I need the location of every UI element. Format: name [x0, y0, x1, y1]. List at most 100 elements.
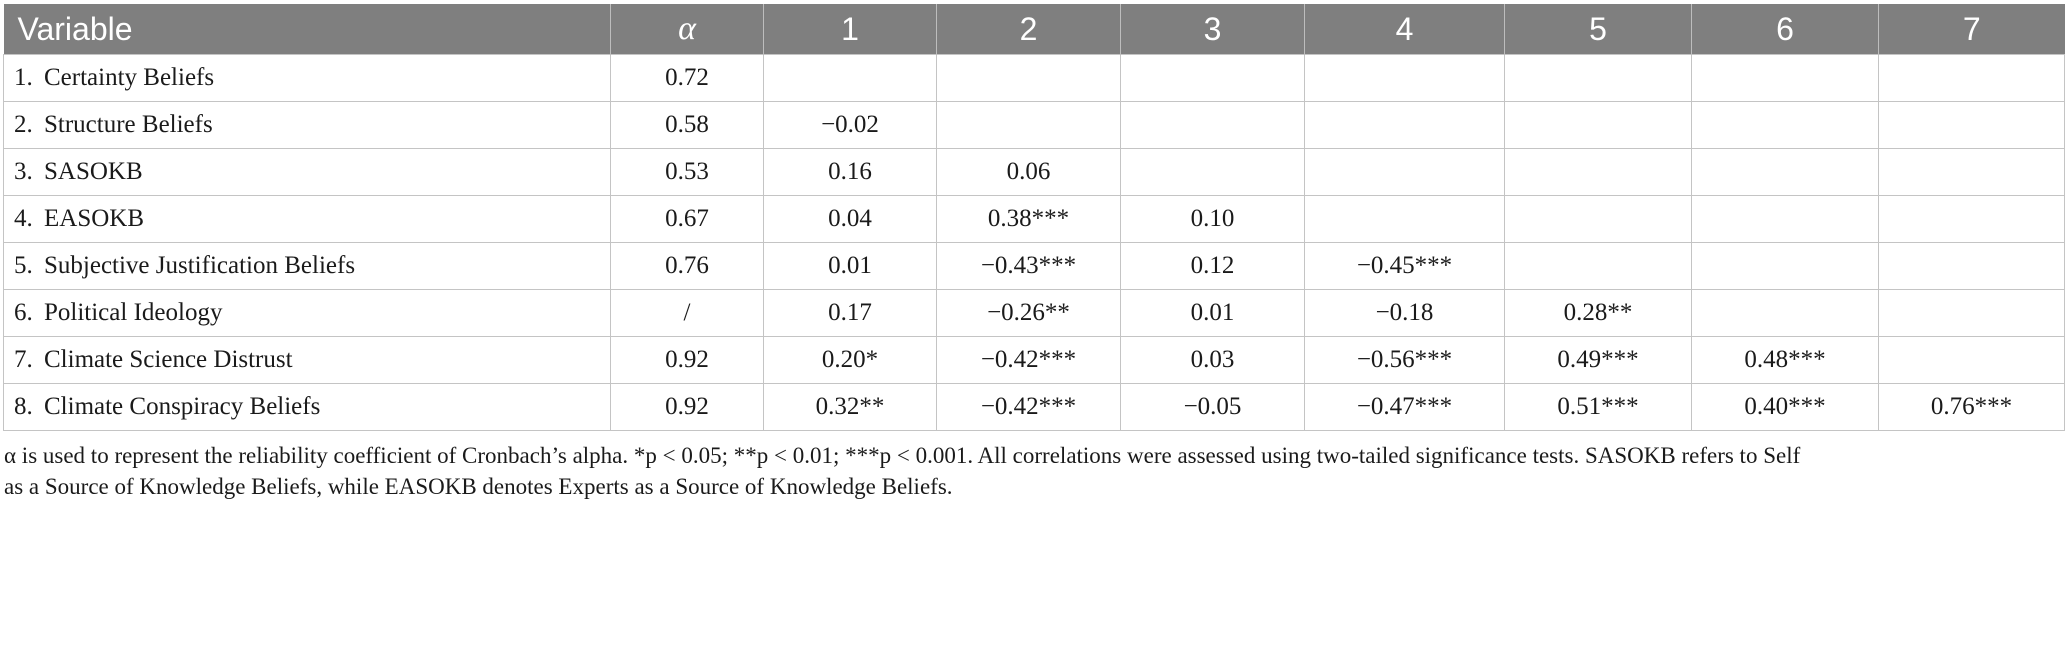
table-row: 3. SASOKB 0.53 0.16 0.06 — [3, 148, 2065, 196]
variable-label: Political Ideology — [44, 299, 223, 326]
variable-cell: 3. SASOKB — [3, 148, 611, 196]
correlation-cell: 0.48*** — [1691, 336, 1879, 384]
correlation-cell — [1878, 101, 2065, 149]
variable-number: 7. — [14, 346, 33, 373]
variable-number: 1. — [14, 64, 33, 91]
variable-cell: 8. Climate Conspiracy Beliefs — [3, 383, 611, 431]
correlation-cell — [1878, 195, 2065, 243]
alpha-cell: 0.53 — [610, 148, 764, 196]
correlation-cell: −0.26** — [936, 289, 1121, 337]
header-col-7: 7 — [1878, 4, 2065, 55]
alpha-cell: 0.76 — [610, 242, 764, 290]
correlation-cell — [1878, 242, 2065, 290]
correlation-cell — [1878, 336, 2065, 384]
correlation-cell: −0.05 — [1120, 383, 1305, 431]
variable-label: Subjective Justification Beliefs — [44, 252, 356, 279]
correlation-cell — [1691, 148, 1879, 196]
table-row: 6. Political Ideology /0.17 −0.26** 0.01 −0.1… — [3, 289, 2065, 337]
correlation-cell — [1120, 101, 1305, 149]
header-alpha: α — [610, 4, 764, 55]
correlation-cell — [1304, 101, 1505, 149]
variable-label: Climate Science Distrust — [44, 346, 293, 373]
correlation-cell — [1504, 242, 1692, 290]
variable-cell: 4. EASOKB — [3, 195, 611, 243]
table-row: 4. EASOKB 0.67 0.04 0.38*** 0.10 — [3, 195, 2065, 243]
alpha-cell: 0.92 — [610, 336, 764, 384]
correlation-cell: −0.43*** — [936, 242, 1121, 290]
header-col-1: 1 — [763, 4, 937, 55]
correlation-cell: −0.42*** — [936, 336, 1121, 384]
header-col-4: 4 — [1304, 4, 1505, 55]
footnote-line-1: α is used to represent the reliability c… — [4, 443, 1801, 468]
correlation-cell: 0.12 — [1120, 242, 1305, 290]
correlation-cell — [1691, 242, 1879, 290]
correlation-cell — [936, 54, 1121, 102]
correlation-cell — [1504, 195, 1692, 243]
variable-cell: 2. Structure Beliefs — [3, 101, 611, 149]
correlation-cell: 0.38*** — [936, 195, 1121, 243]
table-body: 1. Certainty Beliefs 0.72 2. Structure Belie… — [3, 54, 2065, 431]
correlation-cell — [1120, 148, 1305, 196]
correlation-cell: 0.06 — [936, 148, 1121, 196]
correlation-cell: −0.18 — [1304, 289, 1505, 337]
variable-label: SASOKB — [44, 158, 143, 185]
header-col-5: 5 — [1504, 4, 1692, 55]
correlation-cell — [1878, 54, 2065, 102]
variable-number: 4. — [14, 205, 33, 232]
table-row: 5. Subjective Justification Beliefs 0.76 0.… — [3, 242, 2065, 290]
correlation-cell — [1691, 54, 1879, 102]
correlation-cell — [1304, 54, 1505, 102]
header-row: Variable α 1 2 3 4 5 6 7 — [3, 4, 2065, 55]
correlation-cell: −0.56*** — [1304, 336, 1505, 384]
header-variable: Variable — [3, 4, 611, 55]
correlation-cell: 0.04 — [763, 195, 937, 243]
correlation-cell: 0.49*** — [1504, 336, 1692, 384]
correlation-cell — [1504, 148, 1692, 196]
table-header: Variable α 1 2 3 4 5 6 7 — [3, 4, 2065, 55]
correlation-cell: 0.16 — [763, 148, 937, 196]
correlation-cell: −0.02 — [763, 101, 937, 149]
alpha-cell: 0.58 — [610, 101, 764, 149]
correlation-cell — [1304, 148, 1505, 196]
alpha-cell: 0.92 — [610, 383, 764, 431]
header-col-3: 3 — [1120, 4, 1305, 55]
correlation-cell: 0.32** — [763, 383, 937, 431]
variable-label: Climate Conspiracy Beliefs — [44, 393, 321, 420]
correlation-cell: 0.76*** — [1878, 383, 2065, 431]
table-row: 1. Certainty Beliefs 0.72 — [3, 54, 2065, 102]
correlation-cell: −0.42*** — [936, 383, 1121, 431]
correlation-cell — [1120, 54, 1305, 102]
variable-number: 8. — [14, 393, 33, 420]
correlation-cell — [1304, 195, 1505, 243]
correlation-cell — [1504, 101, 1692, 149]
correlation-cell: 0.28** — [1504, 289, 1692, 337]
variable-number: 2. — [14, 111, 33, 138]
variable-label: Certainty Beliefs — [44, 64, 215, 91]
correlation-cell: −0.47*** — [1304, 383, 1505, 431]
variable-label: Structure Beliefs — [44, 111, 213, 138]
header-col-6: 6 — [1691, 4, 1879, 55]
alpha-cell: 0.67 — [610, 195, 764, 243]
variable-cell: 5. Subjective Justification Beliefs — [3, 242, 611, 290]
variable-label: EASOKB — [44, 205, 145, 232]
correlation-cell: 0.03 — [1120, 336, 1305, 384]
correlation-cell: −0.45*** — [1304, 242, 1505, 290]
correlation-cell: 0.01 — [763, 242, 937, 290]
correlation-cell: 0.40*** — [1691, 383, 1879, 431]
correlation-cell: 0.17 — [763, 289, 937, 337]
table-row: 2. Structure Beliefs 0.58 −0.02 — [3, 101, 2065, 149]
variable-number: 6. — [14, 299, 33, 326]
table-row: 8. Climate Conspiracy Beliefs 0.92 0.32** −0… — [3, 383, 2065, 431]
correlation-cell — [1878, 148, 2065, 196]
footnote-line-2: as a Source of Knowledge Beliefs, while … — [4, 474, 953, 499]
variable-cell: 6. Political Ideology — [3, 289, 611, 337]
alpha-cell: 0.72 — [610, 54, 764, 102]
correlation-cell — [763, 54, 937, 102]
correlation-table: Variable α 1 2 3 4 5 6 7 1. Certainty Beliefs 0.72… — [3, 4, 2065, 431]
correlation-cell — [1878, 289, 2065, 337]
table-row: 7. Climate Science Distrust 0.92 0.20* −0.42… — [3, 336, 2065, 384]
variable-cell: 1. Certainty Beliefs — [3, 54, 611, 102]
correlation-cell — [936, 101, 1121, 149]
table-footnote: α is used to represent the reliability c… — [3, 440, 2062, 502]
variable-number: 5. — [14, 252, 33, 279]
